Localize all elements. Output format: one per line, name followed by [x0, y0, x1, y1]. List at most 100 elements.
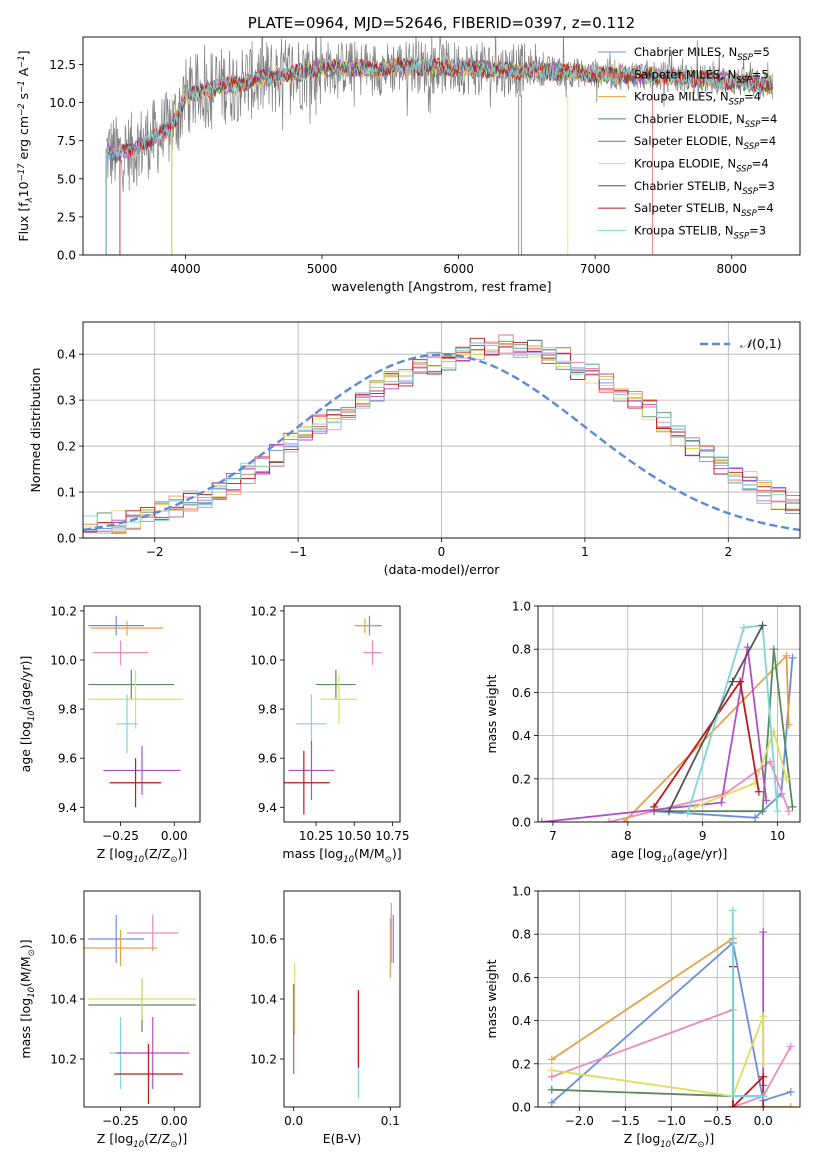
axes-frame	[283, 890, 401, 1108]
mass-weight-marker	[728, 1103, 737, 1107]
mass-weight-marker	[728, 1092, 737, 1101]
label-part: Chabrier MILES, N	[634, 45, 737, 59]
label-part: SSP	[734, 231, 750, 241]
x-axis-label: E(B-V)	[323, 1131, 362, 1146]
label-part: ⊙	[697, 1140, 704, 1150]
label-part: 10	[27, 710, 37, 721]
x-tick-label: 0.1	[381, 1114, 400, 1128]
label-part: −1	[17, 80, 27, 93]
y-tick-label: 0.0	[512, 816, 531, 830]
x-tick-label: 8	[624, 829, 632, 843]
x-tick-label: 0.0	[754, 1114, 773, 1128]
axes-6: 0.0 0.1 10.2 10.4 10.6 E(B-V)	[250, 890, 401, 1146]
histogram-step-8	[83, 337, 800, 533]
y-axis-label: Flux [fλ10−17 erg cm−2 s−1 A−1]	[16, 50, 35, 241]
mass-weight-marker	[784, 720, 793, 729]
y-tick-label: 10.2	[50, 604, 77, 618]
y-tick-label: 9.6	[58, 752, 77, 766]
label-part: Kroupa MILES, N	[634, 90, 729, 104]
mass-weight-line-1	[551, 941, 792, 1104]
mass-weight-marker	[759, 1092, 768, 1101]
axes-frame	[537, 605, 801, 823]
label-part: Normed distribution	[28, 368, 43, 493]
x-tick-label: 4000	[170, 262, 201, 276]
mass-weight-marker	[691, 802, 700, 811]
legend-label: Chabrier MILES, NSSP=5	[634, 45, 770, 63]
y-tick-label: 0.2	[512, 1057, 531, 1071]
x-tick-label: −1.5	[611, 1114, 640, 1128]
mass-weight-marker	[547, 1055, 556, 1064]
mass-weight-marker	[758, 621, 767, 630]
label-part: Salpeter STELIB, N	[634, 201, 741, 215]
y-tick-label: 10.0	[250, 654, 277, 668]
label-part: )]	[392, 846, 402, 861]
axes-7: −2.0 −1.5 −1.0 −0.5 0.0 0.0 0.2 0.4 0.6 0.8 1.0 Z […	[484, 885, 801, 1150]
label-part: )]	[177, 1131, 187, 1146]
label-part: 10	[343, 855, 354, 865]
plot-area	[547, 906, 795, 1107]
label-part: Kroupa ELODIE, N	[634, 157, 736, 171]
mass-weight-line-5	[541, 646, 768, 822]
x-tick-label: 5000	[307, 262, 338, 276]
mass-weight-marker	[605, 818, 614, 822]
mass-weight-marker	[773, 807, 782, 816]
y-tick-label: 10.4	[50, 993, 77, 1007]
x-tick-label: 8000	[716, 262, 747, 276]
label-part: =4	[759, 134, 776, 148]
label-part: 10	[133, 1140, 144, 1150]
mass-weight-marker	[786, 1087, 795, 1096]
label-part: 10	[16, 181, 31, 197]
y-tick-label: 0.4	[512, 729, 531, 743]
label-part: mass [log	[18, 998, 33, 1059]
x-axis-label: Z [log10(Z/Z⊙)]	[624, 1131, 714, 1150]
x-axis-label: Z [log10(Z/Z⊙)]	[97, 1131, 187, 1150]
label-part: =5	[752, 67, 769, 81]
x-tick-label: −0.25	[102, 829, 139, 843]
mass-weight-marker	[759, 928, 768, 937]
label-part: ⊙	[27, 949, 37, 956]
mass-weight-marker	[620, 818, 629, 822]
label-part: SSP	[737, 53, 753, 63]
legend-label: Salpeter STELIB, NSSP=4	[634, 201, 774, 219]
label-part: )]	[704, 1131, 714, 1146]
mass-weight-line-6	[551, 1015, 765, 1098]
legend-label: Kroupa MILES, NSSP=4	[634, 90, 761, 108]
label-part: )]	[18, 939, 33, 949]
plot-area	[84, 915, 196, 1104]
label-part: Salpeter MILES, N	[634, 67, 736, 81]
chart-title: PLATE=0964, MJD=52646, FIBERID=0397, z=0…	[248, 14, 635, 32]
mass-weight-marker	[759, 1012, 768, 1021]
y-tick-label: 9.4	[258, 801, 277, 815]
mass-weight-marker	[547, 1066, 556, 1075]
plot-area	[88, 615, 183, 808]
mass-weight-marker	[754, 787, 763, 796]
y-axis-label: Normed distribution	[28, 368, 43, 493]
plot-area	[293, 903, 394, 1098]
y-tick-label: 9.8	[258, 703, 277, 717]
y-tick-label: 9.8	[58, 703, 77, 717]
y-tick-label: 0.4	[512, 1014, 531, 1028]
label-part: PLATE=0964, MJD=52646, FIBERID=0397, z=0…	[248, 14, 635, 32]
label-part: (age/yr)]	[18, 656, 33, 711]
mass-weight-line-3	[551, 1008, 792, 1107]
axes-frame	[83, 890, 201, 1108]
label-part: mass [log	[282, 846, 343, 861]
plot-area	[105, 37, 774, 255]
y-tick-label: 0.2	[57, 440, 76, 454]
y-tick-label: 10.0	[50, 654, 77, 668]
legend-label: Chabrier ELODIE, NSSP=4	[634, 112, 777, 130]
normal-reference-curve	[83, 353, 800, 532]
y-tick-label: 0.3	[57, 394, 76, 408]
label-part: E(B-V)	[323, 1131, 362, 1146]
y-tick-label: 1.0	[512, 885, 531, 899]
label-part: Salpeter ELODIE, N	[634, 134, 744, 148]
label-part: =4	[752, 157, 769, 171]
y-tick-label: 10.6	[50, 933, 77, 947]
label-part: A	[16, 67, 31, 80]
label-part: =4	[744, 90, 761, 104]
label-part: (0,1)	[752, 336, 782, 351]
axes-frame	[83, 605, 201, 823]
label-part: =5	[753, 45, 770, 59]
mass-weight-marker	[751, 813, 760, 822]
mass-weight-marker	[788, 653, 797, 662]
